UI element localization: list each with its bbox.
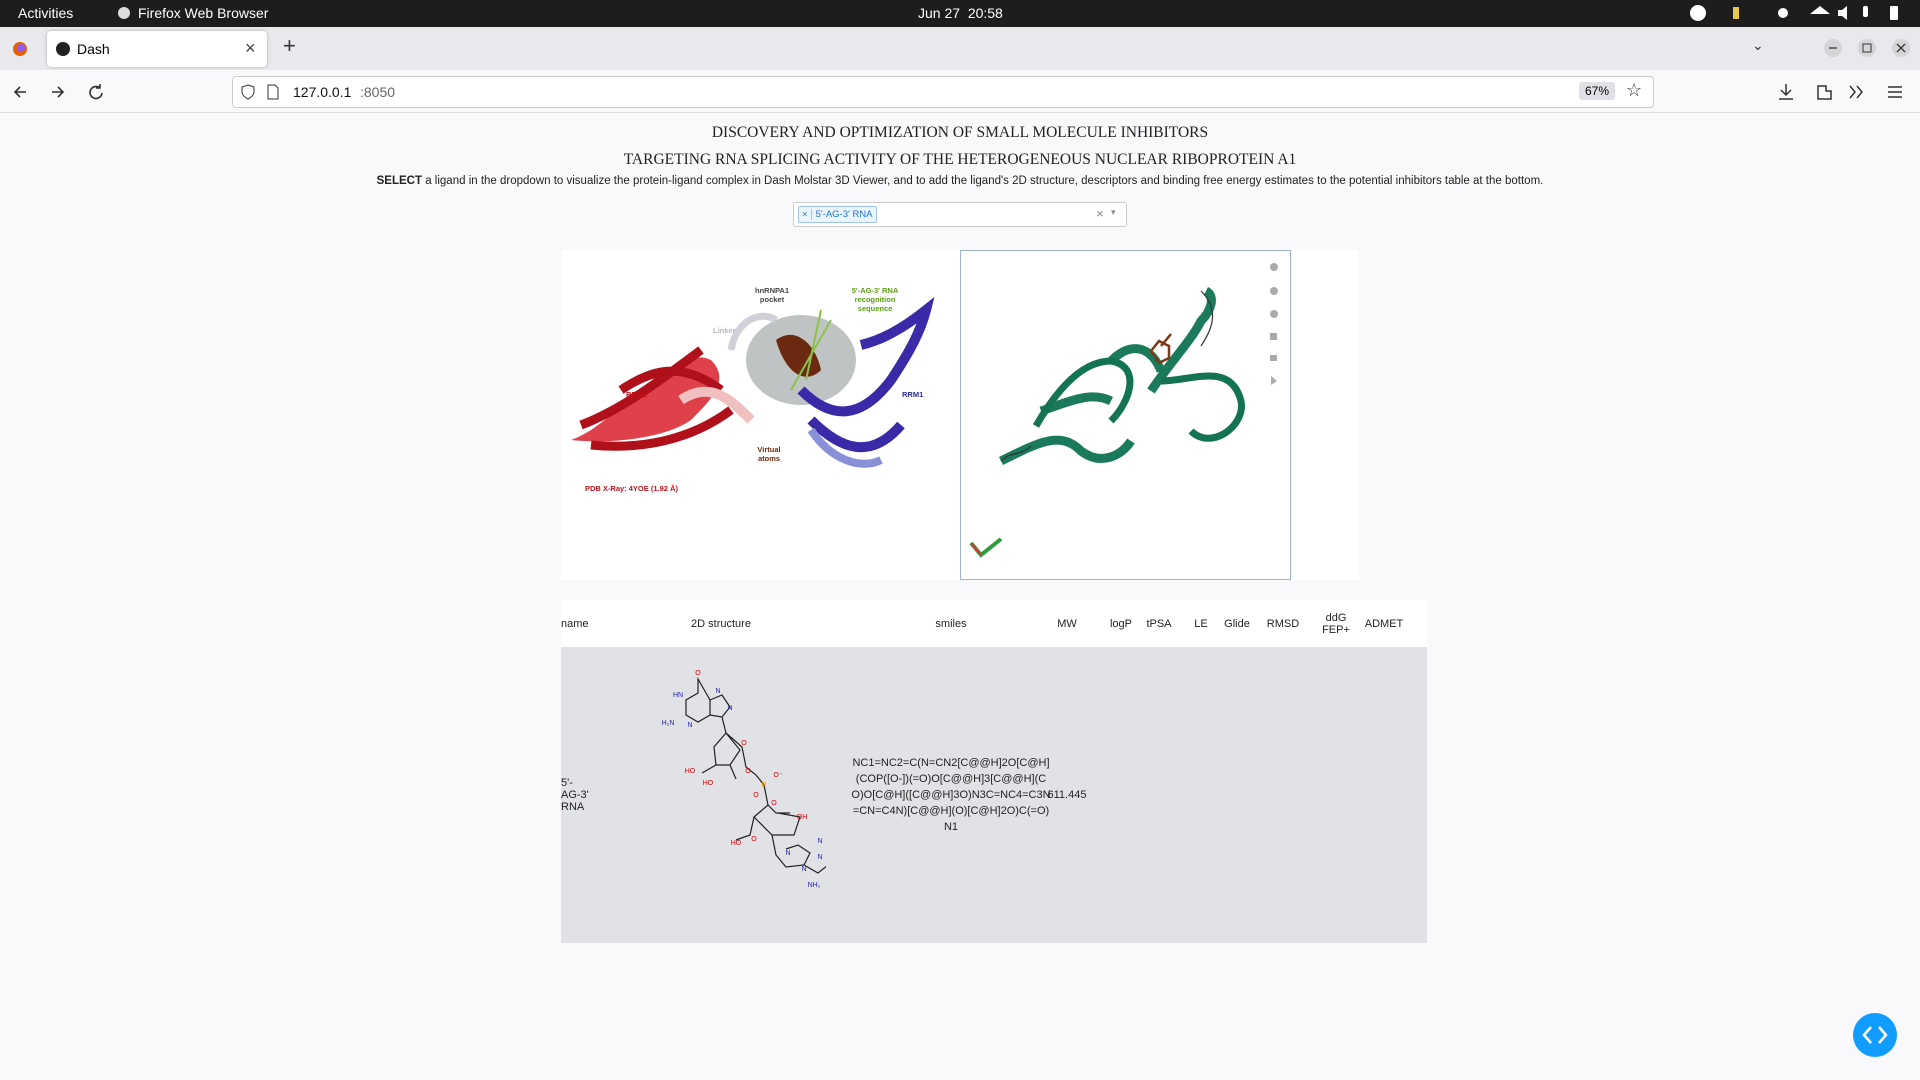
atom-label: N	[817, 854, 822, 861]
intro-bold: SELECT	[376, 175, 423, 187]
cell-mw: 611.445	[1047, 789, 1087, 801]
atom-label: O	[753, 792, 759, 799]
toolbar-icons[interactable]	[1776, 82, 1906, 102]
molstar-viewer[interactable]	[960, 250, 1291, 580]
atom-label: N	[817, 838, 822, 845]
column-header: name	[561, 617, 589, 630]
tab-close[interactable]: ×	[245, 38, 256, 58]
column-header: LE	[1194, 617, 1208, 630]
protein-figure	[571, 296, 935, 468]
atom-label: NH₂	[808, 882, 821, 889]
figure-panel: hnRNPA1 pocket 5'-AG-3' RNA recognition …	[561, 250, 1359, 580]
url-host: 127.0.0.1	[293, 84, 352, 100]
atom-label: O	[751, 836, 757, 843]
dash-devtools-button[interactable]	[1852, 1012, 1898, 1058]
url-port: :8050	[360, 84, 396, 100]
tab-title: Dash	[77, 41, 110, 57]
clear-button[interactable]: ×	[1096, 206, 1104, 221]
label-virtual: Virtual atoms	[757, 445, 781, 463]
ligand-dropdown[interactable]: × 5'-AG-3' RNA × ▾	[793, 202, 1127, 227]
column-header: RMSD	[1266, 617, 1300, 630]
clock[interactable]: Jun 27 20:58	[918, 5, 1003, 21]
url-icons	[241, 84, 279, 100]
system-bar: Activities Firefox Web Browser Jun 27 20…	[0, 0, 1920, 27]
bond	[685, 676, 826, 874]
atom-label: HO	[703, 780, 714, 787]
title-line-2: targeting RNA splicing activity of the h…	[623, 151, 1297, 168]
atom-label: H₂N	[662, 720, 675, 727]
table-header	[561, 600, 1427, 647]
status-icons[interactable]	[1680, 4, 1910, 24]
zoom-level[interactable]: 67%	[1579, 82, 1616, 100]
label-rrm1: RRM1	[902, 390, 924, 399]
window-controls[interactable]	[1822, 38, 1912, 58]
column-header: MW	[1057, 617, 1077, 630]
app-name[interactable]: Firefox Web Browser	[138, 5, 269, 21]
list-tabs[interactable]: ⌄	[1752, 37, 1764, 53]
atom-label: HO	[731, 840, 742, 847]
column-header: logP	[1109, 617, 1133, 630]
url-bar[interactable]: 127.0.0.1 :8050 67% ☆	[232, 76, 1654, 108]
atom-label: P	[762, 782, 767, 789]
dropdown-arrow[interactable]: ▾	[1111, 207, 1116, 217]
cell-smiles: NC1=NC2=C(N=CN2[C@@H]2O[C@H](COP([O-])(=…	[851, 757, 1051, 833]
molstar-canvas[interactable]	[961, 251, 1291, 581]
column-header: ddG FEP+	[1322, 611, 1350, 636]
nav-buttons[interactable]	[12, 82, 107, 102]
atom-label: O⁻	[773, 772, 782, 779]
table-row	[561, 647, 1427, 943]
label-pocket: hnRNPA1 pocket	[754, 286, 790, 304]
firefox-menu[interactable]	[12, 41, 28, 57]
chip-label: 5'-AG-3' RNA	[815, 209, 873, 220]
tab-favicon	[56, 42, 70, 56]
atom-label: O	[741, 740, 747, 747]
label-pdb: PDB X-Ray: 4YOE (1.92 Å)	[585, 484, 678, 493]
tab[interactable]: Dash ×	[47, 31, 267, 67]
inhibitors-table: name 2D structure smiles MW logP tPSA LE Glide R…	[561, 600, 1427, 943]
atom-label: N	[687, 722, 692, 729]
atom-label: OH	[797, 814, 808, 821]
tab-bar: Dash × + ⌄	[0, 27, 1920, 70]
atom-label: N	[801, 866, 806, 873]
bookmark-star[interactable]: ☆	[1626, 80, 1643, 100]
nav-bar: 127.0.0.1 :8050 67% ☆	[0, 70, 1920, 113]
intro-text: a ligand in the dropdown to visualize th…	[422, 175, 1544, 187]
atom-label: O	[745, 768, 751, 775]
atom-label: N	[715, 688, 720, 695]
column-header: smiles	[935, 617, 967, 630]
intro: SELECT a ligand in the dropdown to visua…	[0, 175, 1920, 187]
atom-label: O	[695, 670, 701, 677]
column-header: 2D structure	[691, 617, 751, 630]
atom-label: HN	[673, 692, 683, 699]
atom-label: HO	[685, 768, 696, 775]
label-recognition: 5'-AG-3' RNA recognition sequence	[851, 286, 899, 313]
atom-label: N	[727, 705, 732, 712]
atom-label: N	[785, 850, 790, 857]
column-header: Glide	[1224, 617, 1250, 630]
activities[interactable]: Activities	[18, 5, 74, 21]
atom-label: O	[771, 800, 777, 807]
column-header: ADMET	[1364, 617, 1404, 630]
cell-name: 5'-AG-3' RNA	[561, 777, 589, 813]
title-line-1: Discovery and optimization of small mole…	[711, 124, 1209, 141]
selected-chip[interactable]: × 5'-AG-3' RNA	[798, 206, 877, 223]
new-tab[interactable]: +	[283, 33, 296, 58]
label-rrm2: RRM2	[626, 390, 648, 399]
column-header: tPSA	[1146, 617, 1172, 630]
firefox-icon	[118, 7, 130, 19]
label-linker: Linker	[713, 326, 736, 335]
